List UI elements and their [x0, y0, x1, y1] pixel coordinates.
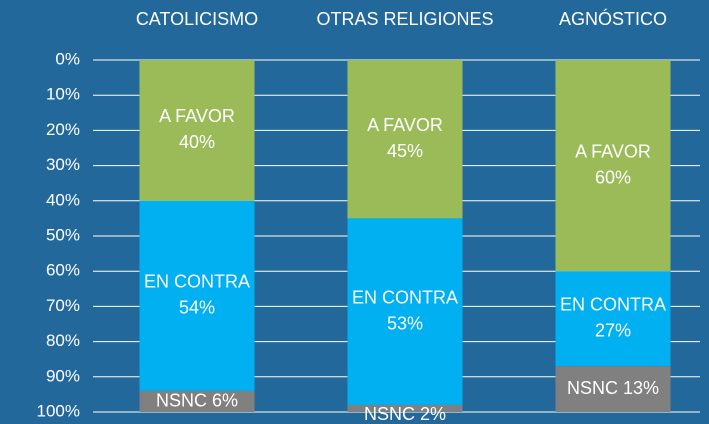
y-tick-label: 90%: [46, 366, 80, 385]
series-label: EN CONTRA: [144, 272, 250, 292]
category-label: OTRAS RELIGIONES: [316, 9, 493, 29]
data-label-group: NSNC 2%: [364, 404, 446, 424]
data-label: 60%: [595, 167, 631, 187]
series-label: NSNC: [156, 390, 207, 410]
data-label: 2%: [420, 404, 446, 424]
data-label: 27%: [595, 320, 631, 340]
series-label: EN CONTRA: [560, 294, 666, 314]
data-label: 54%: [179, 298, 215, 318]
bar-segment: [139, 200, 255, 391]
category-label: AGNÓSTICO: [559, 8, 667, 29]
y-tick-label: 40%: [46, 190, 80, 209]
data-label: 45%: [387, 141, 423, 161]
y-tick-label: 60%: [46, 261, 80, 280]
bar-segment: [555, 60, 671, 272]
data-label: 53%: [387, 313, 423, 333]
data-label: 6%: [212, 390, 238, 410]
data-label-group: NSNC 6%: [156, 390, 238, 410]
bar-segment: [555, 366, 671, 412]
series-label: NSNC: [364, 404, 415, 424]
y-tick-label: 20%: [46, 120, 80, 139]
y-tick-label: 50%: [46, 225, 80, 244]
series-label: A FAVOR: [159, 106, 235, 126]
bar-segment: [139, 60, 255, 201]
y-tick-label: 80%: [46, 331, 80, 350]
series-label: A FAVOR: [575, 141, 651, 161]
y-tick-label: 70%: [46, 296, 80, 315]
bar-segment: [347, 404, 463, 412]
y-tick-label: 30%: [46, 155, 80, 174]
series-label: NSNC: [567, 378, 618, 398]
y-tick-label: 0%: [55, 49, 80, 68]
bar-segment: [555, 271, 671, 367]
series-label: EN CONTRA: [352, 287, 458, 307]
data-label: 40%: [179, 132, 215, 152]
bar-segment: [139, 390, 255, 412]
y-tick-label: 10%: [46, 85, 80, 104]
y-tick-label: 100%: [37, 401, 80, 420]
category-label: CATOLICISMO: [136, 9, 258, 29]
series-label: A FAVOR: [367, 115, 443, 135]
bar-segment: [347, 60, 463, 219]
data-label-group: NSNC 13%: [567, 378, 659, 398]
bar-segment: [347, 218, 463, 405]
data-label: 13%: [623, 378, 659, 398]
